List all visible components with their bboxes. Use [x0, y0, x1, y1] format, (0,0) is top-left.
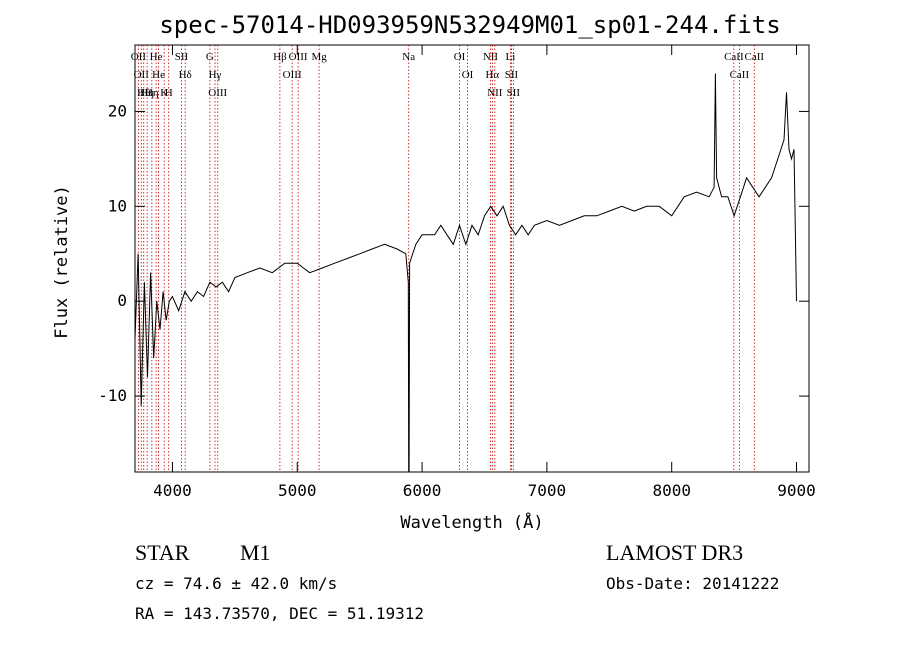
x-tick-label: 4000 [153, 481, 192, 500]
line-label: SII [175, 51, 189, 63]
redshift-velocity: cz = 74.6 ± 42.0 km/s [135, 574, 337, 593]
y-axis-label: Flux (relative) [52, 185, 72, 339]
line-label: NII [487, 87, 503, 99]
line-label: CaII [745, 51, 765, 63]
line-label: CaII [724, 51, 744, 63]
y-tick-label: 20 [108, 101, 127, 120]
x-tick-label: 9000 [777, 481, 816, 500]
object-subclass: M1 [240, 540, 271, 565]
chart-title: spec-57014-HD093959N532949M01_sp01-244.f… [159, 11, 780, 39]
line-label: Hγ [209, 69, 222, 81]
line-label: Hβ [273, 51, 287, 63]
survey-name: LAMOST DR3 [606, 540, 743, 565]
line-label: Li [506, 51, 516, 63]
x-tick-label: 7000 [528, 481, 567, 500]
line-label: OIII [289, 51, 308, 63]
spectral-line-markers [137, 45, 755, 472]
line-label: OIII [283, 69, 302, 81]
line-label: Hα [485, 69, 499, 81]
x-tick-label: 8000 [652, 481, 691, 500]
line-label: NII [483, 51, 499, 63]
line-label: He [152, 69, 165, 81]
y-tick-label: 10 [108, 196, 127, 215]
line-label: SII [505, 69, 519, 81]
coordinates: RA = 143.73570, DEC = 51.19312 [135, 604, 424, 623]
observation-date: Obs-Date: 20141222 [606, 574, 779, 593]
line-label: CaII [730, 69, 750, 81]
flux-series-line [134, 73, 797, 473]
y-tick-label: -10 [98, 386, 127, 405]
x-axis-label: Wavelength (Å) [400, 511, 543, 533]
line-label: Na [402, 51, 415, 63]
x-axis: 4000 5000 6000 7000 8000 9000 [153, 45, 816, 500]
line-label: Hδ [179, 69, 192, 81]
line-label: OII [131, 51, 147, 63]
plot-area: OIIOIIHθHηHηHeHeKHSIIHδGHγOIIIHβOIIIOIII… [98, 44, 816, 500]
line-label: OI [454, 51, 466, 63]
spectral-line-labels: OIIOIIHθHηHηHeHeKHSIIHδGHγOIIIHβOIIIOIII… [131, 51, 765, 99]
line-label: OI [462, 69, 474, 81]
line-label: G [206, 51, 214, 63]
line-label: Hη [140, 87, 154, 99]
y-tick-label: 0 [117, 291, 127, 310]
line-label: Mg [311, 51, 327, 63]
line-label: Hη [145, 87, 159, 99]
line-label: K [160, 87, 168, 99]
y-axis: -10 0 10 20 [98, 101, 809, 405]
line-label: SII [507, 87, 521, 99]
line-label: H [165, 87, 173, 99]
x-tick-label: 5000 [278, 481, 317, 500]
object-type: STAR [135, 540, 190, 565]
line-label: OIII [208, 87, 227, 99]
plot-frame [134, 44, 810, 473]
line-label: He [150, 51, 163, 63]
line-label: Hθ [137, 87, 150, 99]
line-label: OII [134, 69, 150, 81]
x-tick-label: 6000 [403, 481, 442, 500]
